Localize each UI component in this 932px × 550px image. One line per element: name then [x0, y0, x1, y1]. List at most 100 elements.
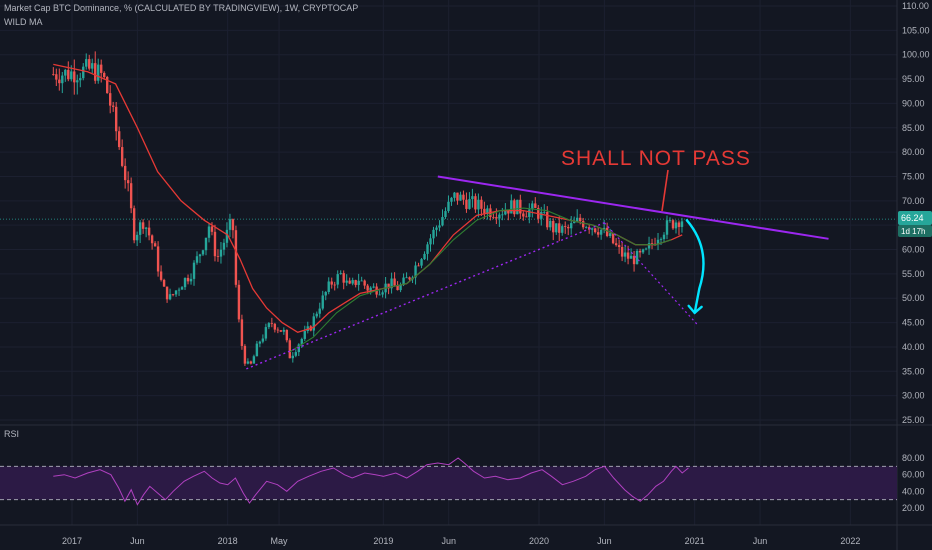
candle-body-134 [453, 192, 456, 198]
candle-body-87 [312, 316, 315, 331]
candle-body-158 [525, 216, 528, 218]
red-ma-line [53, 63, 683, 334]
candle-body-42 [177, 289, 181, 291]
time-label-5: Jun [441, 536, 456, 546]
candle-body-3 [61, 75, 64, 84]
candle-body-68 [255, 343, 259, 357]
candle-body-166 [549, 220, 552, 228]
candle-body-2 [58, 79, 61, 84]
price-tick-8: 70.00 [902, 196, 925, 206]
candle-body-51 [204, 237, 208, 251]
price-tick-2: 100.00 [902, 50, 930, 60]
candle-body-139 [468, 199, 471, 209]
candle-body-25 [126, 180, 130, 184]
candle-body-93 [330, 281, 333, 285]
price-badge: 66.24 [898, 211, 932, 225]
candle-body-157 [522, 213, 525, 217]
candle-body-106 [369, 287, 372, 291]
candle-body-210 [680, 221, 684, 227]
candle-body-78 [285, 329, 289, 341]
candle-body-131 [444, 211, 447, 217]
candle-body-95 [336, 274, 339, 285]
candle-body-199 [647, 243, 651, 249]
candle-body-41 [174, 290, 178, 295]
candle-body-34 [153, 243, 157, 247]
candle-body-175 [575, 217, 579, 222]
candle-body-10 [82, 66, 85, 79]
candle-body-154 [513, 200, 516, 215]
annotation-shall-not-pass: SHALL NOT PASS [561, 147, 751, 170]
candle-body-112 [387, 283, 390, 289]
candle-body-88 [315, 313, 318, 317]
candle-body-30 [141, 222, 145, 229]
candle-body-83 [300, 338, 303, 345]
candle-body-29 [138, 222, 142, 235]
time-label-0: 2017 [62, 536, 82, 546]
candle-body-101 [354, 280, 357, 285]
candle-body-60 [231, 219, 235, 231]
price-tick-11: 55.00 [902, 269, 925, 279]
candle-body-110 [381, 292, 384, 295]
candle-body-70 [261, 338, 265, 342]
candle-body-24 [123, 165, 127, 181]
candle-body-128 [435, 227, 438, 230]
annotation-pointer [661, 169, 669, 212]
time-label-6: 2020 [529, 536, 549, 546]
price-axis: 110.00 105.00 100.00 95.00 90.00 85.00 80.00 75… [902, 1, 930, 425]
rsi-label: RSI [4, 429, 19, 439]
lower-dotted-trendline[interactable] [603, 222, 699, 326]
countdown-badge: 1d 17h [898, 225, 932, 237]
candle-body-155 [516, 199, 519, 215]
candle-body-65 [246, 361, 250, 364]
candle-body-174 [573, 221, 576, 224]
indicator-lines [53, 63, 689, 506]
price-tick-1: 105.00 [902, 25, 930, 35]
candle-body-132 [447, 201, 450, 212]
candle-body-20 [111, 105, 115, 107]
candle-body-156 [519, 199, 522, 214]
candle-body-75 [276, 329, 280, 331]
candle-body-118 [405, 277, 408, 279]
candle-body-169 [558, 223, 561, 233]
candle-body-164 [543, 211, 546, 213]
candle-body-145 [486, 208, 489, 214]
candle-body-116 [399, 285, 402, 291]
price-tick-14: 40.00 [902, 342, 925, 352]
candle-body-55 [216, 256, 220, 257]
candle-body-167 [552, 220, 555, 233]
candle-body-37 [162, 279, 166, 287]
candle-body-38 [165, 286, 169, 300]
candle-body-135 [456, 192, 459, 201]
candle-body-109 [378, 294, 381, 296]
candle-body-27 [132, 208, 136, 241]
candle-body-187 [611, 233, 615, 244]
candle-body-136 [459, 194, 462, 201]
price-tick-7: 75.00 [902, 171, 925, 181]
resistance-trendline[interactable] [437, 175, 829, 240]
candle-body-180 [590, 228, 594, 230]
candle-body-114 [393, 278, 396, 286]
candle-body-80 [291, 355, 295, 359]
candle-body-76 [279, 330, 283, 332]
candle-body-6 [70, 71, 73, 80]
time-axis: 2017 Jun 2018 May 2019 Jun 2020 Jun 2021 Jun 2022 [62, 536, 860, 546]
trendlines [246, 175, 829, 370]
candle-body-17 [103, 72, 106, 77]
candle-body-123 [420, 259, 423, 266]
candle-body-147 [492, 217, 495, 218]
candle-body-47 [192, 262, 196, 279]
candle-body-14 [94, 63, 97, 81]
candle-body-96 [339, 273, 342, 275]
candle-body-186 [608, 233, 612, 237]
candle-body-9 [79, 78, 82, 81]
candle-body-152 [507, 210, 510, 214]
time-label-8: 2021 [685, 536, 705, 546]
candle-body-19 [108, 93, 112, 106]
candle-body-35 [156, 246, 160, 272]
rsi-line [53, 457, 689, 506]
candle-body-143 [480, 199, 483, 209]
candle-body-53 [210, 226, 214, 232]
candle-body-188 [614, 243, 618, 246]
